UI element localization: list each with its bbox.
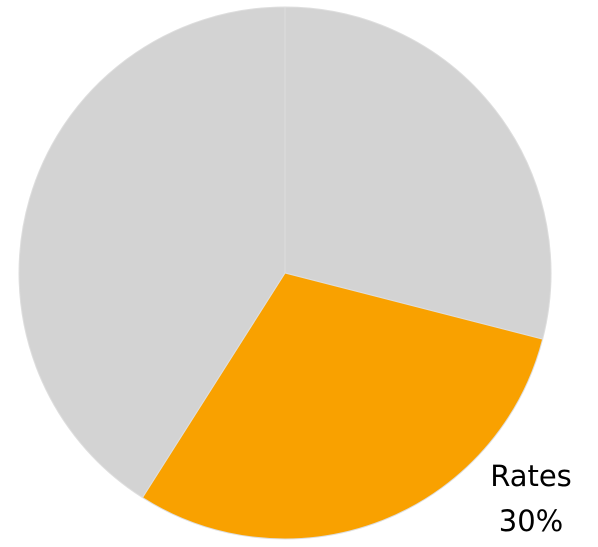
pie-slice — [141, 272, 544, 540]
pie-slice — [284, 6, 552, 340]
slice-label: Rates — [490, 459, 572, 493]
slice-value-label: 30% — [499, 504, 563, 538]
pie-slice — [18, 6, 286, 499]
